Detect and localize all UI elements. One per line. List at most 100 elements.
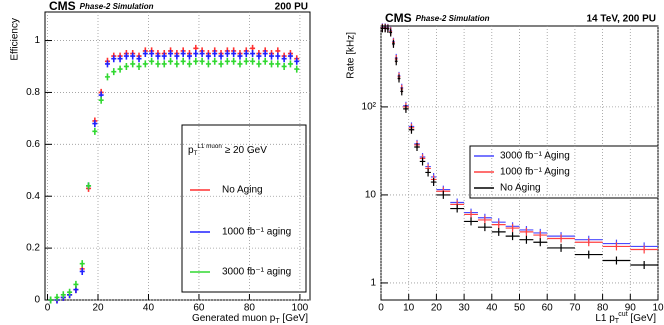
marker xyxy=(262,57,268,65)
x-tick-label: 80 xyxy=(244,303,256,314)
y-tick-label: 0 xyxy=(34,295,40,306)
y-tick-label: 0.2 xyxy=(26,243,40,254)
marker xyxy=(117,55,123,63)
marker xyxy=(269,60,275,68)
marker xyxy=(193,50,199,58)
marker xyxy=(287,60,293,68)
bin xyxy=(464,210,478,219)
left-legend-box xyxy=(181,124,307,293)
bin xyxy=(389,28,393,37)
x-tick-label: 80 xyxy=(597,303,609,314)
marker xyxy=(142,50,148,58)
y-tick-label: 1 xyxy=(370,278,376,289)
bin xyxy=(430,178,437,187)
marker xyxy=(218,52,224,60)
marker xyxy=(287,52,293,60)
experiment: CMS xyxy=(49,0,76,13)
title: 14 TeV, 200 PU xyxy=(587,14,657,25)
marker xyxy=(243,50,249,58)
legend-annotation-part: ≥ 20 GeV xyxy=(222,145,267,156)
x-tick-label: 40 xyxy=(143,303,155,314)
y-tick-label: 10² xyxy=(362,102,377,113)
marker xyxy=(193,57,199,65)
x-axis-label-part: [GeV] xyxy=(628,313,657,324)
bin xyxy=(425,168,431,177)
marker xyxy=(231,57,237,65)
legend-label: 3000 fb⁻¹ Aging xyxy=(500,151,570,162)
bin xyxy=(403,104,409,113)
marker xyxy=(168,50,174,58)
x-axis-label: Generated muon pT [GeV] xyxy=(192,313,308,325)
marker xyxy=(218,60,224,68)
marker xyxy=(92,127,98,135)
marker xyxy=(130,52,136,60)
y-axis-label: Rate [kHz] xyxy=(346,32,357,79)
marker xyxy=(130,60,136,68)
x-tick-label: 30 xyxy=(459,303,471,314)
bin xyxy=(505,224,520,233)
marker xyxy=(186,60,192,68)
marker xyxy=(136,62,142,70)
marker xyxy=(180,57,186,65)
marker xyxy=(174,60,180,68)
marker xyxy=(199,50,205,58)
bin xyxy=(533,238,548,247)
marker xyxy=(256,52,262,60)
y-tick-label: 1 xyxy=(34,35,40,46)
marker xyxy=(281,55,287,63)
x-tick-label: 10 xyxy=(652,303,664,314)
subtitle: Phase-2 Simulation xyxy=(416,14,490,23)
bin xyxy=(630,260,658,269)
experiment: CMS xyxy=(385,11,412,25)
legend-annotation-part: p xyxy=(188,145,194,156)
marker xyxy=(250,50,256,58)
marker xyxy=(155,52,161,60)
marker xyxy=(161,60,167,68)
bin xyxy=(381,24,384,33)
marker xyxy=(161,52,167,60)
bin xyxy=(464,217,478,226)
marker xyxy=(54,293,60,301)
y-tick-label: 10 xyxy=(365,190,377,201)
x-tick-label: 0 xyxy=(45,303,51,314)
x-axis-label-part: Generated muon p xyxy=(192,313,276,324)
x-tick-label: 0 xyxy=(378,303,384,314)
marker xyxy=(123,52,129,60)
header: CMS Phase-2 Simulation xyxy=(49,0,154,13)
bin xyxy=(630,245,658,254)
x-tick-label: 10 xyxy=(403,303,415,314)
x-axis-label: L1 pTcut [GeV] xyxy=(595,311,656,325)
y-axis-label: Efficiency xyxy=(10,18,21,61)
bin xyxy=(477,223,492,232)
legend-label: 1000 fb⁻¹ Aging xyxy=(500,167,570,178)
bin xyxy=(392,39,395,48)
bin xyxy=(436,190,451,199)
marker xyxy=(142,60,148,68)
bin xyxy=(602,256,631,265)
x-axis-label-part: L1 p xyxy=(595,313,615,324)
legend-label: No Aging xyxy=(500,183,541,194)
marker xyxy=(243,57,249,65)
bin xyxy=(419,157,426,166)
title: 200 PU xyxy=(275,2,308,13)
marker xyxy=(79,260,85,268)
marker xyxy=(237,52,243,60)
marker xyxy=(205,52,211,60)
marker xyxy=(212,50,218,58)
marker xyxy=(155,60,161,68)
bin xyxy=(450,204,465,213)
marker xyxy=(149,57,155,65)
x-tick-label: 70 xyxy=(569,303,581,314)
marker xyxy=(79,267,85,275)
bin xyxy=(477,215,492,224)
subtitle: Phase-2 Simulation xyxy=(80,2,154,11)
legend-label: No Aging xyxy=(222,185,263,196)
marker xyxy=(174,52,180,60)
bin xyxy=(394,57,398,66)
bin xyxy=(400,87,404,96)
marker xyxy=(48,296,54,304)
header: CMS Phase-2 Simulation xyxy=(385,11,490,25)
bin xyxy=(547,243,575,252)
x-axis-label-part: T xyxy=(615,318,620,325)
x-tick-label: 90 xyxy=(625,303,637,314)
